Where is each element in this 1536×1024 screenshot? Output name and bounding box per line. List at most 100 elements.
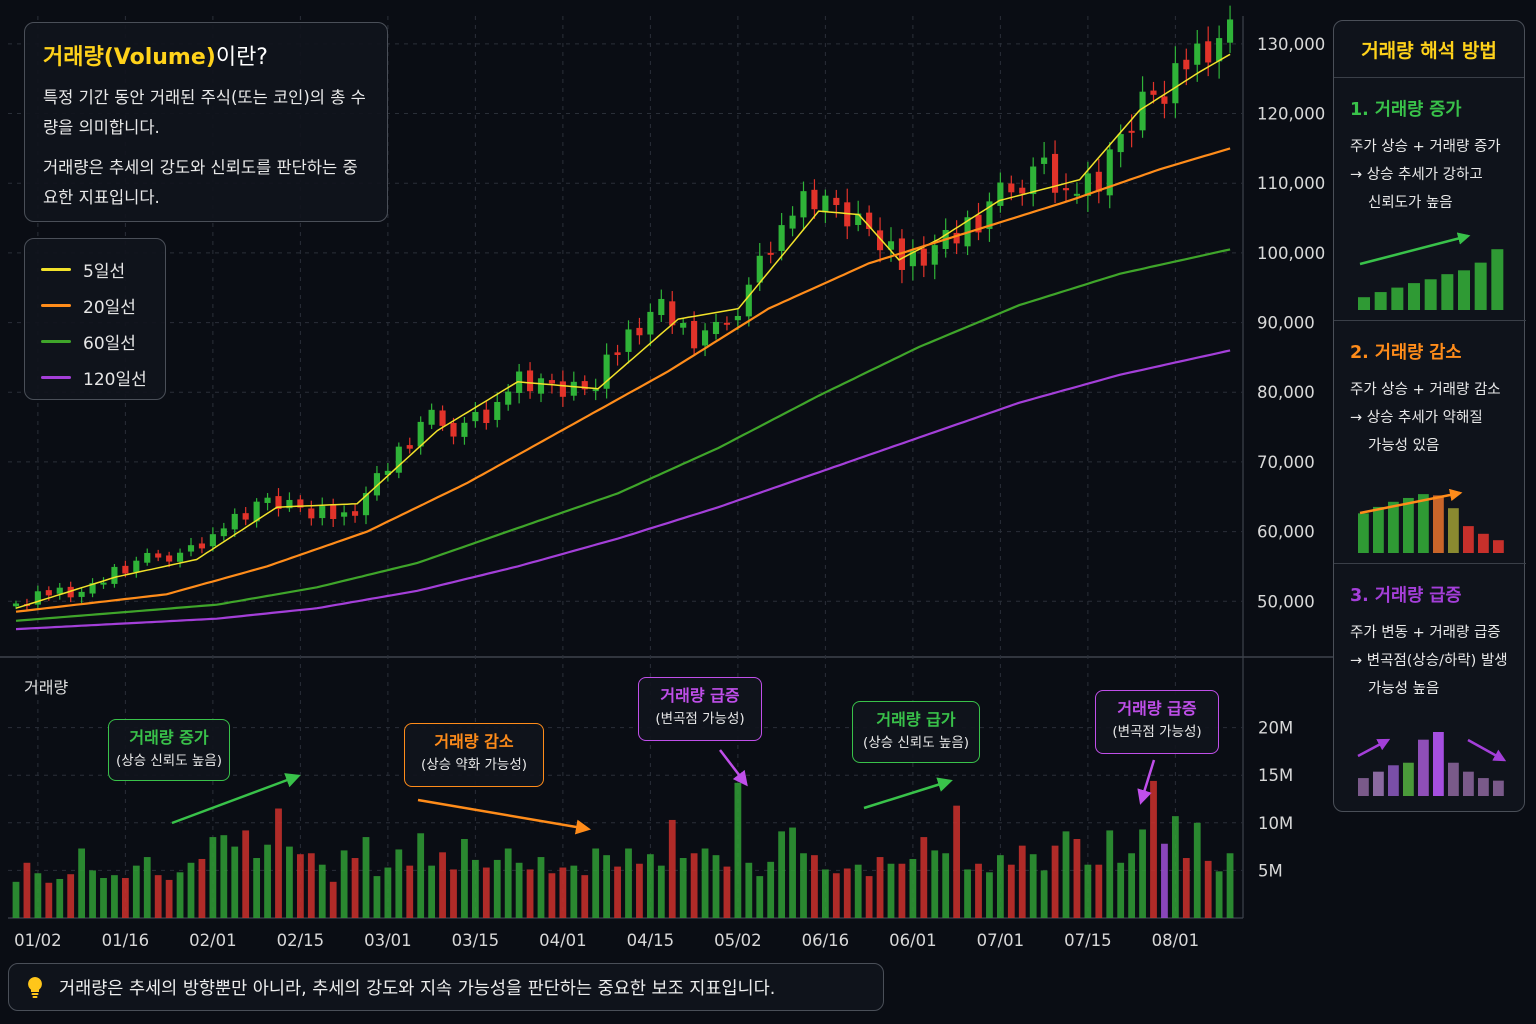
candle-body	[581, 381, 588, 390]
mini-volume-bar	[1493, 540, 1504, 553]
mini-volume-bar	[1463, 526, 1474, 553]
candle-body	[1194, 43, 1201, 65]
trend-arrow-decrease	[417, 798, 591, 835]
mini-trend-arrow	[1467, 738, 1507, 762]
volume-bar	[909, 858, 917, 918]
candle-body	[723, 322, 730, 325]
volume-bar	[1204, 860, 1212, 918]
candle-body	[1117, 134, 1124, 153]
volume-bar	[548, 873, 556, 918]
volume-bar	[395, 849, 403, 918]
volume-bar	[581, 875, 589, 918]
annotation-sub: (상승 신뢰도 높음)	[115, 753, 223, 769]
volume-bar	[854, 864, 862, 918]
volume-bar	[832, 873, 840, 918]
candle-body	[691, 320, 698, 349]
moving-average-line	[15, 147, 1231, 613]
mini-volume-bar	[1448, 762, 1459, 796]
volume-bar	[1084, 864, 1092, 918]
volume-bar	[132, 865, 140, 918]
volume-bar	[876, 857, 884, 918]
candle-body	[1139, 91, 1146, 131]
volume-bar	[1182, 858, 1190, 918]
intro-paragraph-2: 거래량은 추세의 강도와 신뢰도를 판단하는 중요한 지표입니다.	[43, 158, 358, 207]
candle-body	[198, 543, 205, 549]
candle-body	[712, 321, 720, 335]
candle-body	[34, 591, 41, 605]
candle-body	[931, 245, 938, 265]
volume-bar	[603, 855, 611, 918]
time-tick-label: 03/01	[364, 931, 412, 950]
intro-title-suffix: 이란?	[215, 45, 268, 70]
volume-bar	[734, 782, 742, 918]
volume-bar	[296, 854, 304, 918]
volume-bar	[1062, 831, 1070, 918]
legend-label: 20일선	[83, 297, 136, 318]
moving-average-line	[15, 53, 1231, 609]
candle-body	[286, 499, 293, 509]
candle-body	[209, 534, 216, 547]
legend-swatch	[41, 303, 71, 307]
volume-bar	[362, 837, 370, 918]
volume-bar	[242, 830, 250, 918]
mini-trend-arrow	[1359, 232, 1471, 266]
candle-body	[1128, 130, 1135, 133]
volume-bar	[636, 863, 643, 918]
volume-bars-layer	[12, 780, 1234, 918]
mini-volume-bar	[1491, 249, 1504, 310]
volume-bar	[931, 850, 939, 918]
volume-bar	[351, 858, 359, 918]
interpretation-title: 거래량 해석 방법	[1334, 21, 1524, 78]
time-tick-label: 04/01	[539, 931, 587, 950]
candle-body	[614, 352, 621, 355]
divider	[1334, 563, 1526, 564]
candle-body	[1216, 38, 1223, 62]
volume-bar	[811, 855, 818, 918]
mini-volume-bar	[1478, 778, 1489, 796]
moving-average-line	[15, 248, 1231, 622]
mini-volume-bar	[1358, 778, 1369, 796]
annotation-volume-rise: 거래량 급가 (상승 신뢰도 높음)	[852, 701, 980, 763]
candle-body	[330, 504, 337, 519]
mini-volume-bar	[1373, 771, 1384, 796]
mini-trend-arrow	[1357, 738, 1391, 758]
candle-body	[1161, 96, 1168, 104]
candle-body	[362, 493, 370, 516]
volume-bar	[996, 855, 1004, 918]
volume-bar	[329, 881, 337, 918]
volume-bar	[1226, 853, 1234, 918]
candle-body	[461, 422, 468, 437]
candle-body	[1062, 188, 1070, 191]
candle-body	[395, 446, 402, 473]
volume-bar	[12, 881, 20, 918]
mini-volume-bar	[1441, 274, 1454, 310]
candle-body	[756, 255, 763, 283]
candle-body	[494, 401, 501, 420]
volume-tick-label: 5M	[1258, 861, 1283, 880]
candle-body	[275, 496, 282, 510]
time-tick-label: 02/15	[277, 931, 325, 950]
legend-label: 120일선	[83, 369, 147, 390]
candle-body	[822, 195, 829, 213]
mini-volume-bar	[1433, 495, 1444, 553]
volume-bar	[34, 873, 42, 918]
section-volume-decrease: 2. 거래량 감소 주가 상승 + 거래량 감소 → 상승 추세가 약해질 가능…	[1334, 321, 1526, 563]
volume-bar	[23, 862, 31, 918]
volume-bar	[515, 862, 523, 918]
volume-bar	[209, 837, 217, 918]
volume-bar	[778, 831, 786, 918]
time-tick-label: 07/01	[977, 931, 1025, 950]
candle-body	[1008, 183, 1015, 193]
mini-volume-chart-decrease	[1358, 488, 1504, 553]
volume-bar	[1215, 871, 1223, 918]
candle-body	[778, 225, 785, 251]
tip-text: 거래량은 추세의 방향뿐만 아니라, 추세의 강도와 지속 가능성을 판단하는 …	[59, 978, 776, 999]
mini-volume-bar	[1433, 732, 1444, 796]
volume-bar	[471, 859, 479, 918]
candle-body	[450, 422, 457, 437]
candle-body	[417, 421, 424, 447]
volume-panel-label: 거래량	[24, 678, 69, 697]
candle-body	[1172, 63, 1179, 104]
volume-bar	[165, 879, 173, 918]
candle-body	[45, 590, 52, 596]
